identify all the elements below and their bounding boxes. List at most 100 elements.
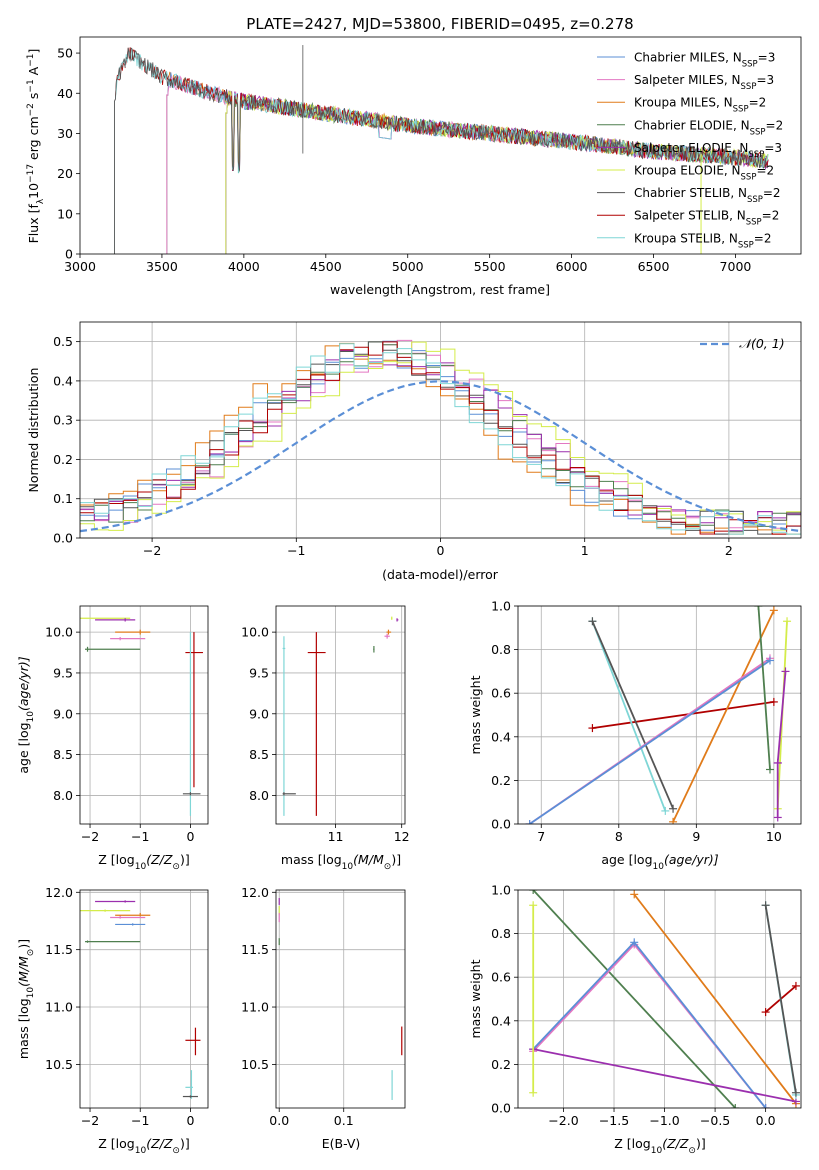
legend-label: Kroupa ELODIE, NSSP=2 xyxy=(634,164,774,183)
legend-label-part: =2 xyxy=(763,186,781,200)
legend-label: Salpeter STELIB, NSSP=2 xyxy=(634,209,779,228)
legend-label-part: Chabrier STELIB, N xyxy=(634,186,747,200)
spectrum-ylabel-part: s xyxy=(26,93,41,104)
y-tick-label: 0.0 xyxy=(491,1101,511,1116)
mass-vs-z-xlabel-part: 10 xyxy=(135,1146,147,1156)
y-tick-label: 10.5 xyxy=(241,1057,269,1072)
mass-vs-z-ylabel-part: 10 xyxy=(26,987,36,999)
y-tick-label: 0.4 xyxy=(53,373,73,388)
x-tick-label: −2 xyxy=(81,1113,99,1128)
weight_vs_Z-lines xyxy=(529,890,800,1108)
mass-vs-z-ylabel-part: mass [log xyxy=(16,998,31,1059)
weight-line xyxy=(532,890,736,1108)
age_vs_mass-axes: 11 12 8.0 8.5 9.0 9.5 10.0 mass [log10(M/M⊙)] xyxy=(241,606,410,872)
mass_vs_ebv-axes: 0.0 0.1 10.5 11.0 11.5 12.0 E(B-V) xyxy=(241,885,405,1151)
legend-label-part: Chabrier ELODIE, N xyxy=(634,118,750,132)
weight-vs-age-ylabel-part: mass weight xyxy=(468,675,483,754)
age-vs-mass-xlabel-part: (M/M xyxy=(353,852,384,867)
x-tick-label: 9 xyxy=(692,829,700,844)
mass_vs_ebv-frame xyxy=(275,889,406,1109)
y-tick-label: 0.8 xyxy=(491,926,511,941)
y-tick-label: 8.5 xyxy=(53,747,73,762)
residual-hist-kroupa-stelib xyxy=(80,343,801,535)
spectrum-xlabel: wavelength [Angstrom, rest frame] xyxy=(330,282,550,297)
weight-line xyxy=(532,940,767,1108)
legend-label-part: Salpeter MILES, N xyxy=(634,73,741,87)
x-tick-label: 3000 xyxy=(64,259,96,274)
x-tick-label: 6500 xyxy=(638,259,670,274)
spectrum-ylabel-part: −17 xyxy=(26,164,36,183)
weight-line xyxy=(757,606,771,770)
y-tick-label: 1.0 xyxy=(491,883,511,898)
weight_vs_Z-frame xyxy=(517,889,802,1109)
legend-label-part: =2 xyxy=(749,96,767,110)
age_vs_mass-frame xyxy=(275,605,406,825)
figure-title: PLATE=2427, MJD=53800, FIBERID=0495, z=0… xyxy=(246,15,633,33)
y-tick-label: 11.0 xyxy=(45,1000,73,1015)
legend-label-part: =2 xyxy=(766,118,784,132)
normal-curve xyxy=(80,380,801,533)
spectrum-ylabel-part: 10 xyxy=(26,183,41,199)
weight-vs-age-xlabel: age [log10(age/yr)] xyxy=(601,852,718,872)
y-tick-label: 40 xyxy=(57,86,73,101)
weight-line xyxy=(533,1048,797,1103)
legend-label-part: SSP xyxy=(747,195,763,205)
x-tick-label: −1.0 xyxy=(649,1113,679,1128)
x-tick-label: −1 xyxy=(287,543,305,558)
mass-vs-ebv-xlabel-part: E(B-V) xyxy=(322,1136,361,1151)
y-tick-label: 50 xyxy=(57,46,73,61)
legend-label-part: =3 xyxy=(756,73,774,87)
weight-vs-z-xlabel: Z [log10(Z/Z⊙)] xyxy=(614,1136,705,1156)
mass_vs_Z-points xyxy=(80,900,201,1099)
mass-vs-z-ylabel: mass [log10(M/M⊙)] xyxy=(16,939,36,1059)
legend-label-part: =3 xyxy=(758,51,776,65)
legend-label-part: SSP xyxy=(750,127,766,137)
x-tick-label: 5500 xyxy=(474,259,506,274)
mass_vs_ebv-points xyxy=(278,898,403,1100)
weight-vs-age-xlabel-part: (age/yr)] xyxy=(664,852,719,867)
x-tick-label: 8 xyxy=(615,829,623,844)
x-tick-label: −1 xyxy=(131,829,149,844)
y-tick-label: 0.6 xyxy=(491,686,511,701)
y-tick-label: 8.0 xyxy=(53,788,73,803)
age-vs-z-ylabel-part: age [log xyxy=(16,722,31,773)
weight-line xyxy=(591,620,667,812)
x-tick-label: 10 xyxy=(766,829,782,844)
legend-label-part: Kroupa STELIB, N xyxy=(634,231,738,245)
residuals-xlabel: (data-model)/error xyxy=(382,567,499,582)
x-tick-label: −1.5 xyxy=(599,1113,629,1128)
weight-line xyxy=(591,620,674,810)
age-vs-z-xlabel-part: ⊙ xyxy=(172,862,180,872)
legend-label-part: SSP xyxy=(738,240,754,250)
weight-line xyxy=(764,905,797,1093)
mass-vs-z-xlabel: Z [log10(Z/Z⊙)] xyxy=(98,1136,189,1156)
age-vs-z-ylabel: age [log10(age/yr)] xyxy=(16,656,36,773)
spectrum-ylabel-part: Flux [f xyxy=(26,204,41,244)
y-tick-label: 1.0 xyxy=(491,599,511,614)
y-tick-label: 9.0 xyxy=(53,706,73,721)
legend-label-part: SSP xyxy=(733,105,749,115)
weight-vs-age-xlabel-part: age [log xyxy=(601,852,652,867)
x-tick-label: −2 xyxy=(143,543,161,558)
x-tick-label: 6000 xyxy=(556,259,588,274)
y-tick-label: 11.5 xyxy=(45,942,73,957)
age-vs-mass-xlabel: mass [log10(M/M⊙)] xyxy=(281,852,401,872)
residuals-hists xyxy=(80,339,801,535)
spectrum-lines xyxy=(113,45,769,254)
y-tick-label: 0.2 xyxy=(491,773,511,788)
spectrum-ylabel-part: λ xyxy=(36,198,46,204)
x-tick-label: 7000 xyxy=(720,259,752,274)
y-tick-label: 0.0 xyxy=(491,817,511,832)
y-tick-label: 0 xyxy=(65,247,73,262)
spectrum-frame xyxy=(79,36,802,255)
mass-vs-z-ylabel-part: )] xyxy=(16,939,31,949)
x-tick-label: 2 xyxy=(725,543,733,558)
residuals-xlabel-part: (data-model)/error xyxy=(382,567,499,582)
spectrum-xlabel-part: wavelength [Angstrom, rest frame] xyxy=(330,282,550,297)
legend-label-part: Kroupa MILES, N xyxy=(634,96,733,110)
legend-label-part: =3 xyxy=(764,141,782,155)
y-tick-label: 20 xyxy=(57,166,73,181)
mass_vs_Z-axes: −2 −1 010.511.011.512.0Z [log10(Z/Z⊙)]mass… xyxy=(16,885,208,1156)
legend-label-part: SSP xyxy=(742,60,758,70)
